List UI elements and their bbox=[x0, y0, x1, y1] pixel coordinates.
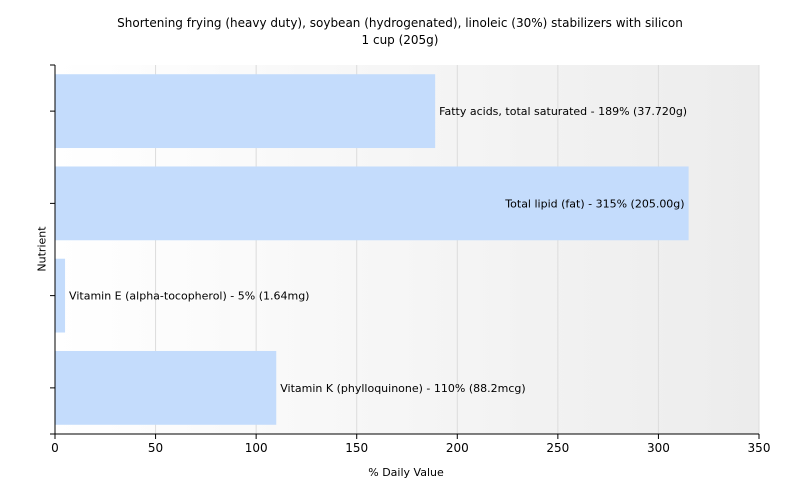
data-label: Vitamin E (alpha-tocopherol) - 5% (1.64m… bbox=[69, 290, 309, 303]
data-label: Total lipid (fat) - 315% (205.00g) bbox=[504, 197, 684, 210]
chart-title: Shortening frying (heavy duty), soybean … bbox=[117, 16, 683, 30]
x-tick-label: 50 bbox=[148, 441, 163, 455]
bar bbox=[55, 258, 66, 333]
x-tick-label: 250 bbox=[546, 441, 569, 455]
x-tick-label: 100 bbox=[245, 441, 268, 455]
x-tick-label: 300 bbox=[647, 441, 670, 455]
x-tick-label: 200 bbox=[446, 441, 469, 455]
bar bbox=[55, 74, 436, 149]
x-tick-label: 0 bbox=[51, 441, 59, 455]
bar bbox=[55, 166, 689, 241]
bar bbox=[55, 350, 277, 425]
data-labels: Fatty acids, total saturated - 189% (37.… bbox=[69, 105, 687, 395]
data-label: Fatty acids, total saturated - 189% (37.… bbox=[439, 105, 687, 118]
x-tick-label: 150 bbox=[345, 441, 368, 455]
x-tick-label: 350 bbox=[748, 441, 771, 455]
y-axis-label: Nutrient bbox=[35, 226, 49, 272]
chart-subtitle: 1 cup (205g) bbox=[361, 33, 439, 47]
x-axis-label: % Daily Value bbox=[368, 466, 444, 479]
bars bbox=[55, 74, 689, 425]
axes: 0 50 100 150 200 250 300 350 bbox=[50, 64, 771, 455]
data-label: Vitamin K (phylloquinone) - 110% (88.2mc… bbox=[280, 382, 525, 395]
